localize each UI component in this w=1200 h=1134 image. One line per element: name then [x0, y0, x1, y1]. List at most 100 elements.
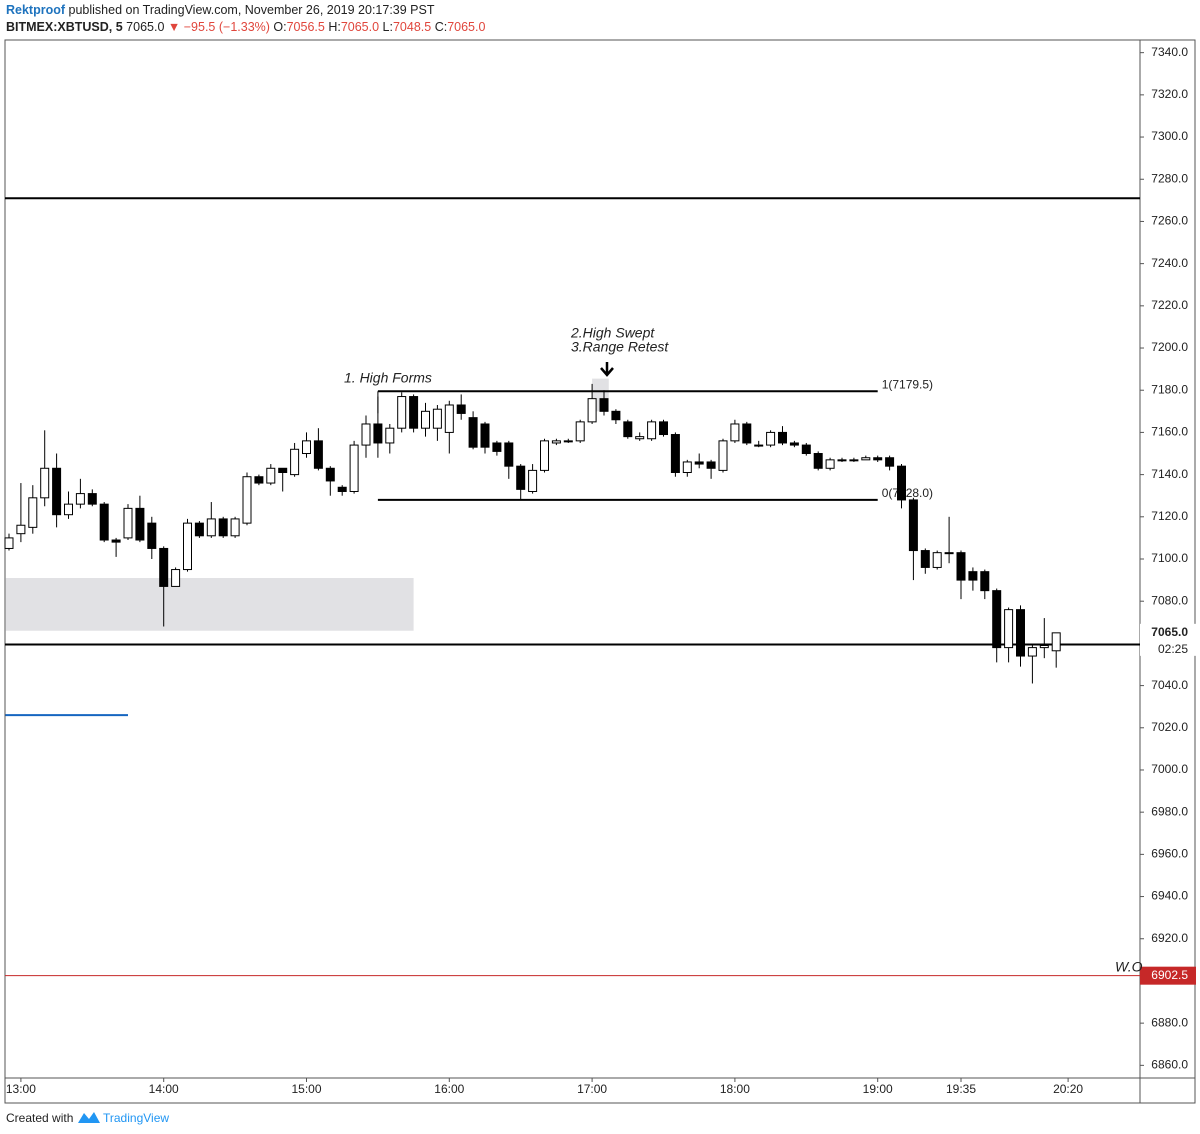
candle-body [1004, 609, 1014, 649]
candle-body [254, 476, 264, 484]
plot: 7340.0 7320.0 7300.0 7280.0 7260.0 7240.0 7220… [4, 45, 1196, 1096]
candle-body [52, 467, 62, 516]
x-tick-label: 14:00 [149, 1082, 179, 1096]
candle-body [801, 444, 811, 455]
candle-body [551, 440, 561, 444]
published: published on TradingView.com, November 2… [69, 3, 435, 17]
candle-body [75, 493, 85, 505]
candle-body [1027, 647, 1037, 657]
candle-body [409, 396, 419, 429]
candle-body [266, 467, 276, 484]
y-tick-label: 7040.0 [1151, 678, 1188, 692]
candle-body [599, 398, 609, 412]
footer-brand[interactable]: TradingView [103, 1111, 169, 1125]
candle-body [444, 404, 454, 433]
l-value: 7048.5 [393, 20, 431, 34]
candle-body [587, 398, 597, 423]
candle-body [361, 423, 371, 446]
candle-body [837, 459, 847, 462]
annotation: 3.Range Retest [571, 339, 669, 355]
candle-body [218, 518, 228, 537]
y-tick-label: 7340.0 [1151, 45, 1188, 59]
candle-body [980, 571, 990, 592]
candle-body [956, 552, 966, 581]
wo-label: W.O [1115, 959, 1143, 975]
countdown: 02:25 [1158, 642, 1188, 656]
candle-body [432, 408, 442, 429]
candle-body [397, 396, 407, 429]
y-tick-label: 7220.0 [1151, 298, 1188, 312]
candle-body [421, 410, 430, 429]
arrow [600, 362, 614, 377]
last-price-label: 7065.0 [1151, 625, 1188, 639]
candle-body [670, 434, 680, 473]
candle-body [647, 421, 657, 440]
candle-body [123, 507, 133, 539]
x-tick-label: 19:35 [946, 1082, 976, 1096]
candle-body [766, 431, 776, 446]
candle-body [932, 552, 942, 568]
fib-label: 1(7179.5) [882, 377, 933, 391]
wo-tag-label: 6902.5 [1151, 968, 1188, 982]
x-tick-label: 16:00 [434, 1082, 464, 1096]
candle-body [171, 569, 181, 587]
h-value: 7065.0 [341, 20, 379, 34]
x-tick-label: 18:00 [720, 1082, 750, 1096]
x-tick-label: 17:00 [577, 1082, 607, 1096]
candle-body [1039, 645, 1049, 649]
candle-body [147, 522, 157, 549]
candle-body [659, 421, 668, 436]
candle-body [563, 440, 573, 443]
candle-body [349, 444, 359, 492]
candle-body [789, 442, 799, 446]
header-line-1: Rektproof published on TradingView.com, … [6, 3, 435, 17]
candle-body [849, 459, 859, 462]
y-tick-label: 6880.0 [1151, 1015, 1188, 1029]
c-label: C: [435, 20, 448, 34]
author[interactable]: Rektproof [6, 3, 66, 17]
candle-body [682, 461, 692, 474]
candle-body [706, 461, 716, 469]
x-tick-label: 20:20 [1053, 1082, 1083, 1096]
candle-body [135, 507, 145, 541]
candle-body [313, 440, 323, 469]
l-label: L: [383, 20, 393, 34]
candle-body [778, 431, 787, 444]
candle-body [64, 503, 73, 516]
candle-body [623, 421, 633, 438]
logo [78, 1112, 100, 1123]
candle-body [528, 469, 538, 492]
footer-text: Created with [6, 1111, 73, 1125]
change: −95.5 (−1.33%) [184, 20, 270, 34]
candle-body [920, 550, 930, 568]
candle-body [861, 457, 871, 461]
candle-body [825, 459, 835, 469]
zone [5, 577, 414, 631]
annotation: 2.High Swept [570, 325, 655, 341]
candle-body [897, 465, 906, 501]
candle-body [99, 503, 109, 541]
price: 7065.0 [126, 20, 164, 34]
candle-body [373, 423, 383, 444]
y-tick-label: 7140.0 [1151, 467, 1188, 481]
candle-body [492, 442, 502, 452]
candle-body [111, 539, 121, 543]
y-tick-label: 7260.0 [1151, 214, 1188, 228]
candle-body [230, 518, 240, 537]
annotation: 1. High Forms [344, 370, 432, 386]
candle-body [944, 552, 954, 555]
candle-body [694, 461, 704, 465]
candle-body [1016, 609, 1025, 657]
y-tick-label: 7120.0 [1151, 509, 1188, 523]
candle-body [385, 427, 395, 444]
y-tick-label: 6920.0 [1151, 931, 1188, 945]
footer: Created with TradingView [6, 1111, 169, 1125]
y-tick-label: 7200.0 [1151, 340, 1188, 354]
candle-body [194, 522, 204, 537]
y-tick-label: 7180.0 [1151, 382, 1188, 396]
o-label: O: [273, 20, 286, 34]
candle-body [480, 423, 490, 448]
candle-body [302, 440, 311, 455]
